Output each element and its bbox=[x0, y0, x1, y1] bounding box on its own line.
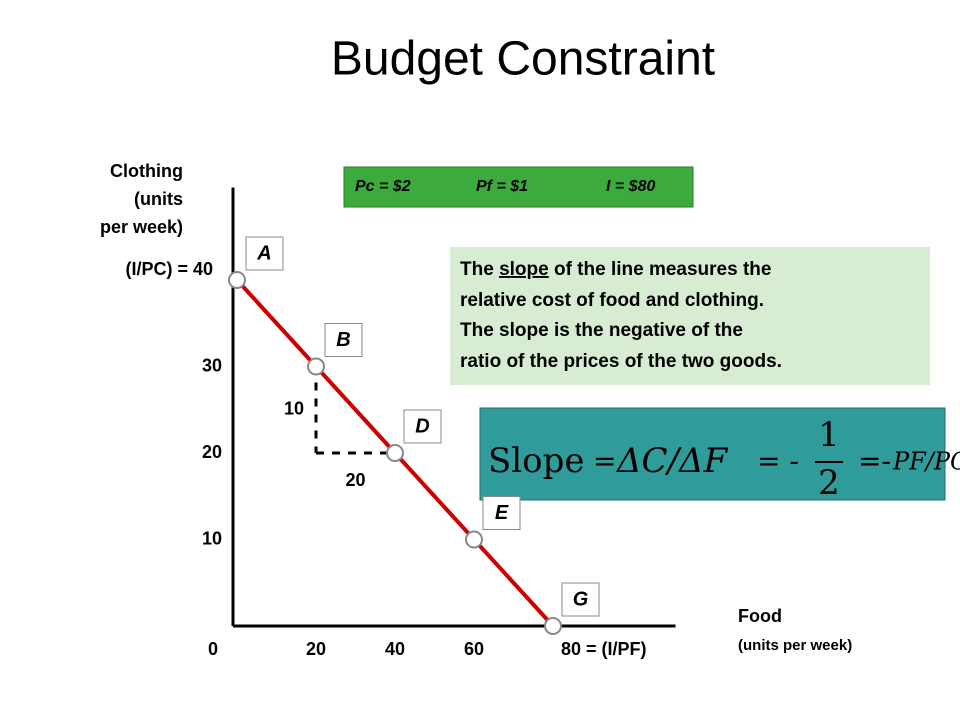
point bbox=[228, 271, 246, 289]
formula-part: 2 bbox=[818, 463, 840, 503]
note-line: The slope of the line measures the bbox=[460, 259, 771, 280]
point-label: B bbox=[336, 329, 350, 351]
x-tick-label: 80 = (I/PF) bbox=[561, 639, 647, 659]
y-label-line: (units bbox=[134, 189, 183, 209]
run-label: 20 bbox=[345, 470, 365, 490]
note-emphasis: slope bbox=[499, 259, 549, 280]
formula-box bbox=[479, 407, 946, 501]
formula-part: = - bbox=[757, 445, 799, 478]
y-tick-label: 20 bbox=[202, 442, 222, 462]
x-label-line: (units per week) bbox=[738, 637, 852, 654]
x-tick-label: 20 bbox=[306, 639, 326, 659]
x-tick-label: 60 bbox=[464, 639, 484, 659]
y-axis-title: Clothing (units per week) bbox=[100, 161, 183, 237]
y-tick-label: (I/PC) = 40 bbox=[125, 259, 213, 279]
y-tick-label: 10 bbox=[202, 528, 222, 548]
point bbox=[544, 617, 562, 635]
point bbox=[465, 530, 483, 549]
point-label: G bbox=[573, 588, 589, 610]
formula-part: 1 bbox=[818, 415, 840, 455]
point-label-box bbox=[561, 582, 600, 617]
point-label-box bbox=[324, 323, 363, 357]
prices-box bbox=[343, 166, 694, 208]
point bbox=[386, 444, 404, 462]
note-text: of the line measures the bbox=[549, 259, 772, 280]
note-box bbox=[450, 247, 930, 385]
point-label: E bbox=[495, 502, 509, 524]
price: Pf = $1 bbox=[476, 178, 528, 195]
note-line: ratio of the prices of the two goods. bbox=[460, 351, 782, 372]
note-line: The slope is the negative of the bbox=[460, 320, 743, 341]
point-label-box bbox=[403, 409, 442, 444]
x-axis-title: Food (units per week) bbox=[738, 606, 852, 654]
y-tick-label: 30 bbox=[202, 355, 222, 375]
point-label: A bbox=[256, 242, 271, 264]
y-label-line: per week) bbox=[100, 217, 183, 237]
point-label-box bbox=[482, 496, 521, 530]
point-label-box bbox=[245, 236, 284, 271]
formula-part: Slope bbox=[488, 441, 585, 481]
formula: Slope = ΔC/ΔF = - 1 2 =- PF/PC bbox=[488, 415, 960, 503]
price: I = $80 bbox=[606, 178, 655, 195]
plot: 0 20 40 60 80 = (I/PF) 10 20 30 (I/PC) = 40 10 20 A… bbox=[125, 187, 676, 659]
price: Pc = $2 bbox=[355, 178, 411, 195]
formula-part: =- bbox=[858, 445, 891, 478]
y-label-line: Clothing bbox=[110, 161, 183, 181]
formula-part: = bbox=[593, 445, 616, 478]
x-tick-label: 40 bbox=[385, 639, 405, 659]
title: Budget Constraint bbox=[331, 33, 715, 86]
x-tick-label: 0 bbox=[208, 639, 218, 659]
note-text: The bbox=[460, 259, 499, 280]
note-line: relative cost of food and clothing. bbox=[460, 290, 764, 311]
formula-part: ΔC/ΔF bbox=[615, 441, 729, 481]
x-label-line: Food bbox=[738, 606, 782, 626]
rise-label: 10 bbox=[284, 399, 304, 419]
point bbox=[307, 357, 325, 376]
formula-part: PF/PC bbox=[892, 448, 960, 476]
point-label: D bbox=[415, 415, 429, 437]
